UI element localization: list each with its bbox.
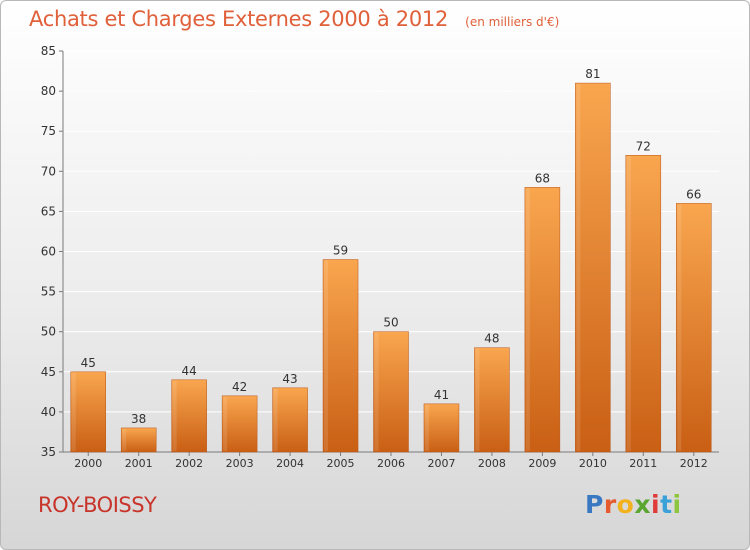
data-label: 42	[232, 380, 247, 394]
data-label: 59	[333, 244, 348, 258]
chart-subtitle: (en milliers d'€)	[465, 15, 560, 29]
y-tick-label: 40	[41, 405, 56, 419]
y-tick-label: 35	[41, 445, 56, 459]
bar-2008	[474, 347, 510, 453]
data-label: 81	[585, 67, 600, 81]
bar-2003	[221, 395, 258, 453]
logo-letter: P	[585, 490, 604, 519]
y-tick-label: 65	[41, 204, 56, 218]
bar-2004	[272, 387, 308, 453]
data-label: 50	[383, 316, 398, 330]
bar-highlight	[324, 260, 329, 451]
y-tick-label: 55	[41, 285, 56, 299]
y-tick-label: 50	[41, 325, 56, 339]
x-tick-label: 2000	[74, 457, 102, 470]
x-tick-label: 2006	[377, 457, 405, 470]
data-label: 38	[131, 412, 146, 426]
x-tick-label: 2004	[276, 457, 304, 470]
x-tick-label: 2001	[125, 457, 153, 470]
bar-highlight	[71, 372, 76, 451]
logo-letter: o	[616, 490, 635, 519]
data-label: 48	[484, 332, 499, 346]
data-label: 41	[434, 388, 449, 402]
bar-highlight	[576, 84, 581, 451]
data-label: 43	[282, 372, 297, 386]
bar-2012	[676, 203, 712, 453]
bar-2001	[120, 427, 157, 453]
bar-2009	[524, 187, 561, 453]
chart-title: Achats et Charges Externes 2000 à 2012	[29, 7, 449, 31]
bar-2007	[423, 403, 460, 453]
bar-highlight	[626, 156, 631, 451]
logo-letter: t	[660, 490, 673, 519]
data-label: 44	[182, 364, 197, 378]
bar-highlight	[424, 404, 429, 451]
x-tick-label: 2011	[629, 457, 657, 470]
bar-2010	[575, 82, 611, 453]
y-tick-label: 80	[41, 84, 56, 98]
x-tick-label: 2007	[427, 457, 455, 470]
y-tick-label: 75	[41, 124, 56, 138]
chart-header: Achats et Charges Externes 2000 à 2012 (…	[29, 7, 559, 31]
bar-highlight	[374, 332, 379, 451]
x-tick-label: 2010	[579, 457, 607, 470]
y-tick-label: 85	[41, 44, 56, 58]
x-tick-label: 2003	[226, 457, 254, 470]
logo-letter: x	[634, 490, 651, 519]
y-tick-label: 60	[41, 245, 56, 259]
bar-highlight	[172, 380, 177, 451]
bar-highlight	[223, 396, 228, 451]
logo-letter: r	[603, 490, 617, 519]
data-label: 66	[686, 187, 701, 201]
bar-highlight	[677, 204, 682, 451]
y-tick-label: 70	[41, 164, 56, 178]
x-tick-label: 2012	[680, 457, 708, 470]
y-tick-label: 45	[41, 365, 56, 379]
x-tick-label: 2009	[528, 457, 556, 470]
x-tick-label: 2005	[327, 457, 355, 470]
bar-2011	[625, 155, 662, 453]
bar-2000	[70, 371, 106, 453]
bar-highlight	[122, 428, 127, 451]
bar-highlight	[273, 388, 278, 451]
bar-highlight	[525, 188, 530, 451]
x-tick-label: 2002	[175, 457, 203, 470]
x-tick-label: 2008	[478, 457, 506, 470]
bar-2006	[373, 331, 409, 453]
data-label: 68	[535, 171, 550, 185]
bar-2005	[322, 259, 359, 453]
bar-2002	[171, 379, 207, 453]
logo-letter: i	[672, 490, 682, 519]
bar-highlight	[475, 348, 480, 451]
data-label: 72	[636, 139, 651, 153]
data-label: 45	[81, 356, 96, 370]
proxiti-logo: Proxiti	[585, 490, 682, 519]
logo-letter: i	[651, 490, 661, 519]
city-name: ROY-BOISSY	[38, 493, 157, 517]
